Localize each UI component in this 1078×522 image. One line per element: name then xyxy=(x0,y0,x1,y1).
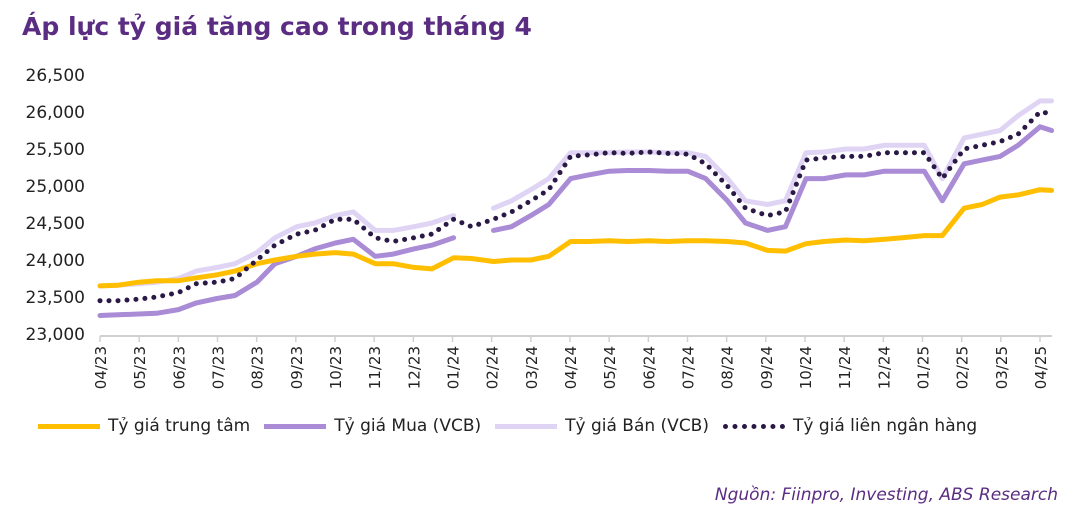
x-tick-label: 01/25 xyxy=(915,346,933,389)
x-tick-label: 12/24 xyxy=(875,346,893,389)
legend-swatch xyxy=(722,423,785,429)
y-tick-label: 25,000 xyxy=(26,177,85,197)
series-line-1 xyxy=(97,124,1055,318)
series-line-2 xyxy=(97,98,1055,289)
x-tick-label: 03/24 xyxy=(523,346,541,389)
y-tick-label: 23,000 xyxy=(26,325,85,345)
legend: Tỷ giá trung tâm Tỷ giá Mua (VCB) Tỷ giá B… xyxy=(38,416,991,436)
legend-label: Tỷ giá Bán (VCB) xyxy=(565,416,709,436)
y-tick-label: 24,500 xyxy=(26,214,85,234)
x-tick-label: 11/23 xyxy=(366,346,384,389)
legend-item: Tỷ giá liên ngân hàng xyxy=(722,416,978,436)
x-tick-label: 11/24 xyxy=(836,346,854,389)
x-tick-label: 07/23 xyxy=(210,346,228,389)
x-tick-label: 04/25 xyxy=(1032,346,1050,389)
series-line-0 xyxy=(97,187,1055,289)
x-tick-label: 03/25 xyxy=(993,346,1011,389)
series-line-3 xyxy=(97,109,1055,304)
x-tick-label: 12/23 xyxy=(405,346,423,389)
legend-item: Tỷ giá Mua (VCB) xyxy=(264,416,481,436)
y-tick-label: 23,500 xyxy=(26,288,85,308)
y-tick-label: 26,000 xyxy=(26,103,85,123)
chart-title: Áp lực tỷ giá tăng cao trong tháng 4 xyxy=(22,12,532,41)
x-tick-label: 07/24 xyxy=(680,346,698,389)
legend-label: Tỷ giá liên ngân hàng xyxy=(792,416,978,436)
exchange-rate-chart: 23,000 23,500 24,000 24,500 25,000 25,500 26,0… xyxy=(26,66,1055,389)
x-tick-label: 09/23 xyxy=(288,346,306,389)
legend-item: Tỷ giá trung tâm xyxy=(38,416,250,436)
legend-swatch xyxy=(38,423,100,429)
x-tick-label: 05/23 xyxy=(131,346,149,389)
legend-swatch xyxy=(495,423,558,429)
legend-swatch xyxy=(264,423,327,429)
legend-item: Tỷ giá Bán (VCB) xyxy=(495,416,709,436)
x-tick-label: 06/23 xyxy=(170,346,188,389)
y-tick-label: 26,500 xyxy=(26,66,85,86)
x-tick-label: 02/24 xyxy=(484,346,502,389)
x-tick-label: 05/24 xyxy=(601,346,619,389)
x-tick-label: 10/23 xyxy=(327,346,345,389)
x-tick-label: 09/24 xyxy=(758,346,776,389)
legend-label: Tỷ giá Mua (VCB) xyxy=(334,416,482,436)
x-tick-label: 01/24 xyxy=(445,346,463,389)
y-tick-label: 25,500 xyxy=(26,140,85,160)
x-tick-label: 04/24 xyxy=(562,346,580,389)
x-tick-label: 02/25 xyxy=(954,346,972,389)
x-tick-label: 08/24 xyxy=(719,346,737,389)
x-tick-label: 06/24 xyxy=(640,346,658,389)
x-tick-label: 04/23 xyxy=(92,346,110,389)
y-tick-label: 24,000 xyxy=(26,251,85,271)
legend-label: Tỷ giá trung tâm xyxy=(108,416,251,436)
x-tick-label: 08/23 xyxy=(249,346,267,389)
x-tick-label: 10/24 xyxy=(797,346,815,389)
source-note: Nguồn: Fiinpro, Investing, ABS Research xyxy=(714,485,1058,505)
